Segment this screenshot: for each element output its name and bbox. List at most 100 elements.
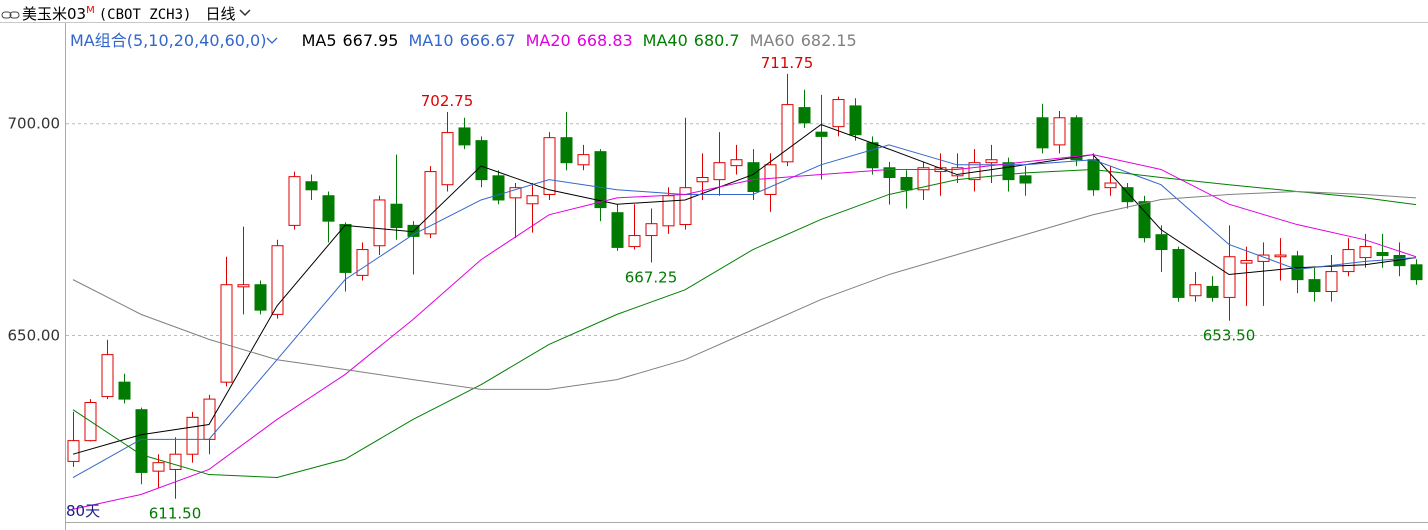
legend-entry: MA20 668.83 <box>526 31 633 50</box>
candle-body <box>1138 201 1151 239</box>
candle-body <box>832 99 845 128</box>
legend-value: 668.83 <box>576 31 633 50</box>
legend-name: MA20 <box>525 31 571 50</box>
legend-entry: MA40 680.7 <box>643 31 740 50</box>
period-select[interactable]: 日线 <box>205 5 236 23</box>
dropdown-icon[interactable] <box>239 7 251 19</box>
legend-name: MA40 <box>642 31 688 50</box>
title-sup: M <box>86 5 95 16</box>
candle-body <box>1036 117 1049 149</box>
candle-body <box>237 284 250 288</box>
legend-value: 682.15 <box>800 31 857 50</box>
candle-body <box>1019 175 1032 184</box>
ma-line <box>72 123 1417 455</box>
extreme-label: 702.75 <box>421 92 474 110</box>
candle-body <box>866 142 879 169</box>
legend-entry: MA5 667.95 <box>302 31 399 50</box>
candle-body <box>798 107 811 124</box>
candle-body <box>1359 246 1372 259</box>
candle-body <box>1121 187 1134 203</box>
candle-body <box>152 462 165 472</box>
legend-name: MA10 <box>408 31 454 50</box>
candle-body <box>1070 117 1083 161</box>
candle-body <box>1189 284 1202 297</box>
candle-body <box>526 195 539 205</box>
extreme-label: 711.75 <box>761 54 814 72</box>
ma-line <box>72 168 1417 479</box>
code: (CBOT ZCH3) <box>98 7 192 23</box>
legend-title[interactable]: MA组合(5,10,20,40,60,0) <box>70 31 278 50</box>
candle-body <box>645 223 658 237</box>
candle-body <box>101 354 114 398</box>
candle-body <box>696 177 709 183</box>
period-label: 80天 <box>66 502 100 520</box>
candle-body <box>1376 252 1389 256</box>
candle-body <box>458 127 471 146</box>
candle-body <box>1342 249 1355 273</box>
y-tick-label: 700.00 <box>8 115 61 133</box>
legend-entry: MA60 682.15 <box>750 31 857 50</box>
candle-body <box>1002 162 1015 181</box>
candle-body <box>1410 264 1423 281</box>
candle-body <box>985 159 998 164</box>
candle-body <box>509 187 522 199</box>
candle-body <box>577 154 590 166</box>
legend-value: 666.67 <box>459 31 516 50</box>
candle-body <box>730 159 743 167</box>
candle-body <box>611 212 624 248</box>
candle-body <box>356 249 369 276</box>
legend-name: MA5 <box>301 31 337 50</box>
candle-body <box>1223 256 1236 298</box>
candle-body <box>747 162 760 192</box>
legend-title-text: MA组合(5,10,20,40,60,0) <box>70 31 267 50</box>
candle-body <box>271 245 284 315</box>
legend-entry: MA10 666.67 <box>408 31 515 50</box>
candle-body <box>1274 254 1287 258</box>
candle-body <box>849 105 862 136</box>
candle-body <box>305 181 318 191</box>
candle-body <box>1206 285 1219 298</box>
legend: MA组合(5,10,20,40,60,0) MA5 667.95 MA10 666.6… <box>70 27 867 51</box>
candle-body <box>424 171 437 235</box>
candle-body <box>1087 159 1100 191</box>
candle-body <box>254 284 267 311</box>
candle-body <box>492 175 505 201</box>
candle-body <box>220 284 233 383</box>
candle-body <box>594 151 607 209</box>
candle-body <box>815 131 828 137</box>
candle-body <box>373 199 386 247</box>
candle-body <box>1240 260 1253 264</box>
legend-value: 680.7 <box>693 31 740 50</box>
candle-body <box>169 453 182 470</box>
extreme-label: 667.25 <box>625 268 678 286</box>
candle-body <box>288 176 301 226</box>
extreme-label: 611.50 <box>149 505 202 523</box>
candle-body <box>951 167 964 177</box>
extreme-label: 653.50 <box>1203 327 1256 345</box>
candle-body <box>390 203 403 229</box>
y-tick-label: 650.00 <box>8 327 61 345</box>
candle-body <box>764 164 777 195</box>
ma-line <box>72 154 1417 510</box>
candle-body <box>1155 234 1168 251</box>
candle-body <box>1172 249 1185 298</box>
candle-body <box>339 224 352 273</box>
candle-body <box>662 195 675 227</box>
candle-body <box>713 162 726 181</box>
header: 美玉米03M (CBOT ZCH3) 日线 <box>0 0 1428 23</box>
candle-body <box>203 398 216 440</box>
candle-body <box>883 167 896 179</box>
candle-body <box>1104 182 1117 189</box>
candle-body <box>900 177 913 191</box>
candle-body <box>67 440 80 462</box>
candle-body <box>118 381 131 400</box>
candle-body <box>186 416 199 455</box>
title: 美玉米03 <box>22 5 87 23</box>
candle-body <box>1257 254 1270 262</box>
candle-body <box>543 137 556 195</box>
ma-line <box>72 190 1417 390</box>
legend-name: MA60 <box>749 31 795 50</box>
candle-body <box>781 104 794 163</box>
